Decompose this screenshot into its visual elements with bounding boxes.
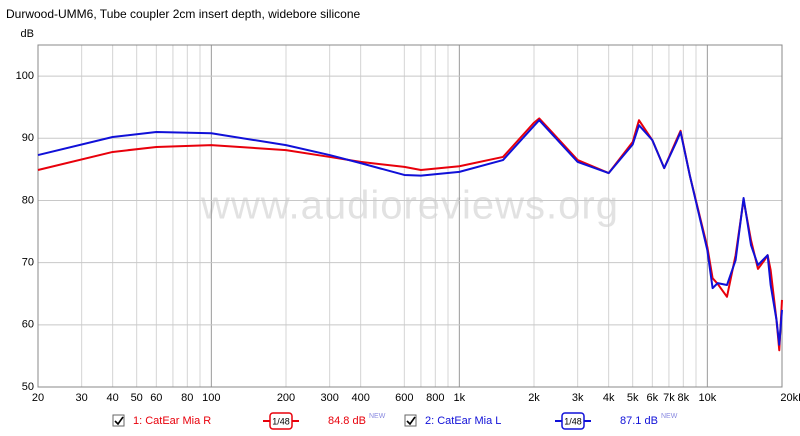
chart-title: Durwood-UMM6, Tube coupler 2cm insert de… [6, 7, 360, 21]
y-tick-label: 60 [22, 319, 34, 331]
smoothing-label: 1/48 [564, 416, 582, 426]
x-tick-label: 600 [395, 392, 413, 404]
x-tick-label: 400 [351, 392, 369, 404]
x-tick-label: 2k [528, 392, 540, 404]
x-tick-label: 800 [426, 392, 444, 404]
x-tick-label: 7k [663, 392, 675, 404]
level-label: 84.8 dB [328, 415, 366, 427]
legend-item: 2: CatEar Mia L 1/48 87.1 dB NEW [404, 412, 678, 430]
x-tick-label: 50 [131, 392, 143, 404]
x-tick-label: 20kHz [780, 392, 800, 404]
x-tick-label: 6k [647, 392, 659, 404]
x-tick-label: 300 [320, 392, 338, 404]
legend-checkbox[interactable] [404, 414, 417, 427]
x-tick-label: 40 [107, 392, 119, 404]
x-tick-label: 3k [572, 392, 584, 404]
x-tick-label: 80 [181, 392, 193, 404]
x-tick-label: 4k [603, 392, 615, 404]
legend-label: 2: CatEar Mia L [425, 415, 501, 427]
y-axis-label: dB [21, 28, 34, 40]
series-line [37, 119, 783, 346]
y-tick-label: 100 [16, 70, 34, 82]
x-tick-label: 60 [150, 392, 162, 404]
x-tick-label: 30 [76, 392, 88, 404]
watermark: www.audioreviews.org [200, 184, 619, 228]
plot-frame [37, 44, 783, 388]
legend-label: 1: CatEar Mia R [133, 415, 211, 427]
x-tick-label: 5k [627, 392, 639, 404]
x-tick-label: 200 [277, 392, 295, 404]
y-tick-label: 80 [22, 194, 34, 206]
x-tick-label: 100 [202, 392, 220, 404]
level-tag: NEW [369, 413, 386, 420]
level-tag: NEW [661, 413, 678, 420]
level-label: 87.1 dB [620, 415, 658, 427]
x-tick-label: 1k [454, 392, 466, 404]
y-tick-label: 70 [22, 257, 34, 269]
checkmark [114, 416, 124, 426]
y-tick-label: 50 [22, 381, 34, 393]
legend-item: 1: CatEar Mia R 1/48 84.8 dB NEW [112, 412, 386, 430]
y-tick-label: 90 [22, 132, 34, 144]
checkmark [406, 416, 416, 426]
x-tick-label: 10k [698, 392, 716, 404]
x-tick-label: 8k [677, 392, 689, 404]
smoothing-box[interactable] [561, 412, 585, 430]
legend-checkbox[interactable] [112, 414, 125, 427]
smoothing-label: 1/48 [272, 416, 290, 426]
smoothing-box[interactable] [269, 412, 293, 430]
x-tick-label: 20 [32, 392, 44, 404]
